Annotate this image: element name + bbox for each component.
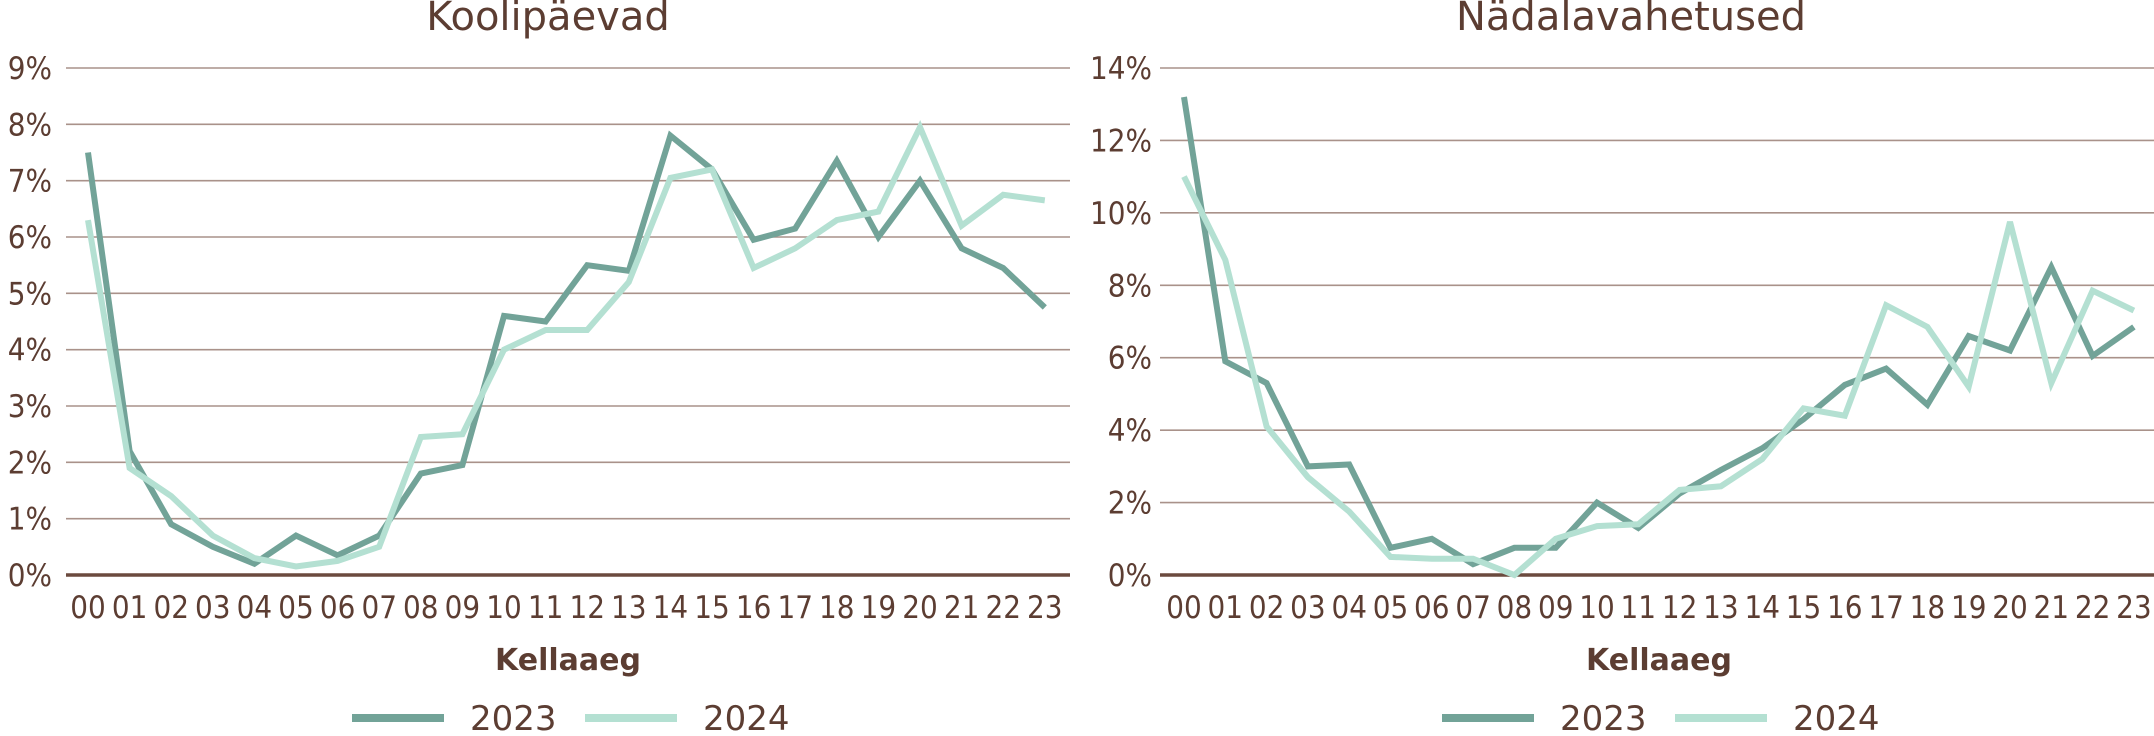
chart-title: Nädalavahetused bbox=[1456, 0, 1806, 40]
chart-weekends: Nädalavahetused 0% 2% 4% 6% 8% 10% 12% 14% 00 01… bbox=[1090, 0, 2154, 736]
y-tick-label: 7% bbox=[8, 164, 52, 200]
x-tick-label: 04 bbox=[1331, 590, 1366, 626]
x-tick-label: 16 bbox=[736, 590, 771, 626]
legend-label-2024: 2024 bbox=[1793, 699, 1880, 736]
x-tick-label: 01 bbox=[112, 590, 147, 626]
x-tick-label: 05 bbox=[1373, 590, 1408, 626]
x-tick-label: 00 bbox=[1166, 590, 1201, 626]
x-tick-label: 15 bbox=[1786, 590, 1821, 626]
x-tick-label: 13 bbox=[1703, 590, 1738, 626]
x-tick-label: 09 bbox=[445, 590, 480, 626]
y-tick-label: 1% bbox=[8, 502, 52, 538]
x-tick-label: 23 bbox=[2116, 590, 2151, 626]
x-tick-label: 06 bbox=[320, 590, 355, 626]
x-tick-label: 20 bbox=[1992, 590, 2027, 626]
x-axis-label: Kellaaeg bbox=[1586, 643, 1732, 678]
x-tick-label: 01 bbox=[1208, 590, 1243, 626]
x-tick-label: 10 bbox=[486, 590, 521, 626]
x-tick-label: 18 bbox=[1910, 590, 1945, 626]
x-tick-label: 08 bbox=[1497, 590, 1532, 626]
y-tick-label: 10% bbox=[1090, 196, 1152, 232]
series-line-2024 bbox=[85, 119, 1046, 570]
x-tick-label: 13 bbox=[611, 590, 646, 626]
x-tick-label: 08 bbox=[403, 590, 438, 626]
y-tick-label: 2% bbox=[1108, 486, 1152, 522]
x-tick-label: 06 bbox=[1414, 590, 1449, 626]
x-tick-label: 18 bbox=[819, 590, 854, 626]
y-axis-ticks: 0% 2% 4% 6% 8% 10% 12% 14% bbox=[1090, 51, 1152, 594]
x-tick-label: 15 bbox=[694, 590, 729, 626]
x-tick-label: 09 bbox=[1538, 590, 1573, 626]
x-tick-label: 00 bbox=[70, 590, 105, 626]
y-tick-label: 4% bbox=[8, 333, 52, 369]
chart-title: Koolipäevad bbox=[426, 0, 670, 40]
x-tick-label: 19 bbox=[1951, 590, 1986, 626]
x-axis-ticks: 00 01 02 03 04 05 06 07 08 09 10 11 12 13 14 15 16 17 18 19… bbox=[70, 590, 1062, 626]
x-tick-label: 12 bbox=[569, 590, 604, 626]
y-axis-ticks: 0% 1% 2% 3% 4% 5% 6% 7% 8% 9% bbox=[8, 51, 52, 594]
gridlines bbox=[1160, 67, 2154, 577]
x-tick-label: 14 bbox=[1744, 590, 1779, 626]
x-tick-label: 05 bbox=[278, 590, 313, 626]
x-tick-label: 02 bbox=[153, 590, 188, 626]
y-tick-label: 14% bbox=[1090, 51, 1152, 87]
x-tick-label: 12 bbox=[1662, 590, 1697, 626]
x-tick-label: 19 bbox=[861, 590, 896, 626]
x-tick-label: 11 bbox=[1621, 590, 1656, 626]
y-tick-label: 5% bbox=[8, 276, 52, 312]
x-tick-label: 17 bbox=[1868, 590, 1903, 626]
x-tick-label: 23 bbox=[1027, 590, 1062, 626]
x-tick-label: 16 bbox=[1827, 590, 1862, 626]
legend-label-2023: 2023 bbox=[470, 699, 557, 736]
x-tick-label: 20 bbox=[902, 590, 937, 626]
x-tick-label: 11 bbox=[528, 590, 563, 626]
x-axis-label: Kellaaeg bbox=[495, 643, 641, 678]
x-tick-label: 17 bbox=[777, 590, 812, 626]
x-tick-label: 07 bbox=[361, 590, 396, 626]
y-tick-label: 4% bbox=[1108, 413, 1152, 449]
x-tick-label: 02 bbox=[1249, 590, 1284, 626]
y-tick-label: 8% bbox=[1108, 268, 1152, 304]
y-tick-label: 3% bbox=[8, 389, 52, 425]
y-tick-label: 8% bbox=[8, 107, 52, 143]
legend: 2023 2024 bbox=[1442, 699, 1880, 736]
x-tick-label: 22 bbox=[2075, 590, 2110, 626]
x-axis-ticks: 00 01 02 03 04 05 06 07 08 09 10 11 12 13 14 15 16 17 18 19… bbox=[1166, 590, 2151, 626]
y-tick-label: 6% bbox=[8, 220, 52, 256]
x-tick-label: 04 bbox=[237, 590, 272, 626]
y-tick-label: 0% bbox=[1108, 558, 1152, 594]
legend-label-2024: 2024 bbox=[703, 699, 790, 736]
x-tick-label: 14 bbox=[653, 590, 688, 626]
y-tick-label: 9% bbox=[8, 51, 52, 87]
series-lines bbox=[1181, 96, 2136, 579]
x-tick-label: 21 bbox=[2034, 590, 2069, 626]
series-line-2023 bbox=[85, 130, 1047, 568]
x-tick-label: 03 bbox=[195, 590, 230, 626]
legend: 2023 2024 bbox=[352, 699, 790, 736]
legend-label-2023: 2023 bbox=[1560, 699, 1647, 736]
x-tick-label: 21 bbox=[944, 590, 979, 626]
x-tick-label: 10 bbox=[1579, 590, 1614, 626]
x-tick-label: 07 bbox=[1455, 590, 1490, 626]
y-tick-label: 12% bbox=[1090, 123, 1152, 159]
x-tick-label: 03 bbox=[1290, 590, 1325, 626]
x-tick-label: 22 bbox=[985, 590, 1020, 626]
y-tick-label: 6% bbox=[1108, 341, 1152, 377]
series-lines bbox=[85, 119, 1047, 570]
y-tick-label: 0% bbox=[8, 558, 52, 594]
series-line-2024 bbox=[1181, 175, 2136, 579]
y-tick-label: 2% bbox=[8, 445, 52, 481]
chart-school-days: Koolipäevad 0%1%2%3%4%5%6%7%8%9% 00 01 02 0… bbox=[8, 0, 1070, 736]
gridlines bbox=[66, 67, 1070, 577]
